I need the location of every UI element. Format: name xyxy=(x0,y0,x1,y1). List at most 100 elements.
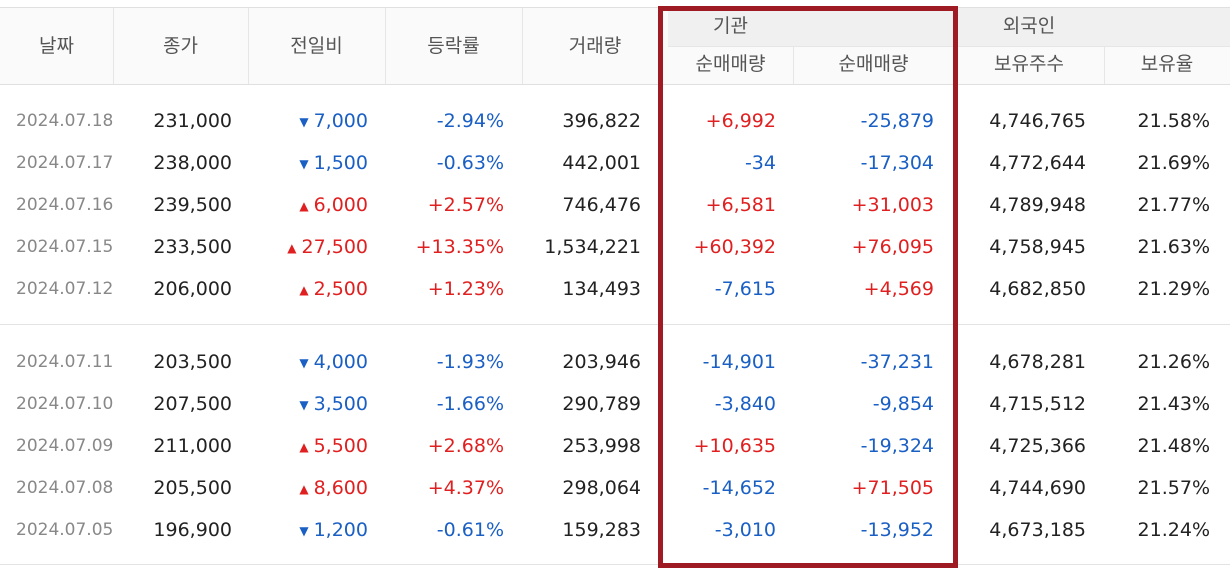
holdings-cell: 4,715,512 xyxy=(989,393,1086,415)
triangle-down-icon: ▼ xyxy=(299,524,309,538)
header-date: 날짜 xyxy=(39,35,74,57)
volume-cell: 1,534,221 xyxy=(544,236,641,258)
close-cell: 231,000 xyxy=(153,110,232,132)
foreign-net-cell: -13,952 xyxy=(860,519,934,541)
table-bottom-rule xyxy=(0,564,1230,565)
change-value: 2,500 xyxy=(313,278,368,300)
close-cell: 203,500 xyxy=(153,351,232,373)
table-row: 2024.07.12 206,000 ▲ 2,500 +1.23% 134,493 -7,6… xyxy=(0,268,1230,310)
group-separator xyxy=(0,324,1230,325)
date-cell: 2024.07.17 xyxy=(16,153,114,173)
volume-cell: 290,789 xyxy=(562,393,641,415)
close-cell: 205,500 xyxy=(153,477,232,499)
triangle-up-icon: ▲ xyxy=(287,241,297,255)
volume-cell: 298,064 xyxy=(562,477,641,499)
change-value: 6,000 xyxy=(313,194,368,216)
change-value: 3,500 xyxy=(313,393,368,415)
institution-net-cell: -34 xyxy=(744,152,776,174)
header-holdings: 보유주수 xyxy=(994,53,1064,75)
holdings-cell: 4,725,366 xyxy=(989,435,1086,457)
header-bottom-rule xyxy=(0,84,1230,85)
close-cell: 239,500 xyxy=(153,194,232,216)
date-cell: 2024.07.16 xyxy=(16,195,114,215)
change-cell: ▲ 8,600 xyxy=(248,467,368,509)
institution-net-cell: +6,992 xyxy=(705,110,776,132)
institution-net-cell: -3,010 xyxy=(714,519,776,541)
volume-cell: 134,493 xyxy=(562,278,641,300)
date-cell: 2024.07.09 xyxy=(16,436,114,456)
change-cell: ▲ 5,500 xyxy=(248,425,368,467)
header-group-rule xyxy=(668,46,1230,47)
change-value: 1,200 xyxy=(313,519,368,541)
table-row: 2024.07.09 211,000 ▲ 5,500 +2.68% 253,998 +10,… xyxy=(0,425,1230,467)
header-ratio: 보유율 xyxy=(1140,53,1194,75)
change-value: 5,500 xyxy=(313,435,368,457)
table-row: 2024.07.11 203,500 ▼ 4,000 -1.93% 203,946 -14,… xyxy=(0,341,1230,383)
change-cell: ▼ 1,200 xyxy=(248,509,368,551)
header-divider xyxy=(522,8,523,84)
holdings-cell: 4,746,765 xyxy=(989,110,1086,132)
header-divider xyxy=(248,8,249,84)
rate-cell: +2.68% xyxy=(427,435,504,457)
rate-cell: +1.23% xyxy=(427,278,504,300)
change-value: 8,600 xyxy=(313,477,368,499)
rate-cell: -2.94% xyxy=(436,110,504,132)
ratio-cell: 21.26% xyxy=(1137,351,1210,373)
date-cell: 2024.07.12 xyxy=(16,279,114,299)
ratio-cell: 21.43% xyxy=(1137,393,1210,415)
header-volume: 거래량 xyxy=(568,35,622,57)
ratio-cell: 21.63% xyxy=(1137,236,1210,258)
table-row: 2024.07.16 239,500 ▲ 6,000 +2.57% 746,476 +6,5… xyxy=(0,184,1230,226)
holdings-cell: 4,673,185 xyxy=(989,519,1086,541)
rate-cell: -1.66% xyxy=(436,393,504,415)
volume-cell: 442,001 xyxy=(562,152,641,174)
institution-net-cell: -7,615 xyxy=(714,278,776,300)
change-cell: ▲ 6,000 xyxy=(248,184,368,226)
close-cell: 206,000 xyxy=(153,278,232,300)
holdings-cell: 4,678,281 xyxy=(989,351,1086,373)
foreign-net-cell: -25,879 xyxy=(860,110,934,132)
change-value: 4,000 xyxy=(313,351,368,373)
change-cell: ▼ 7,000 xyxy=(248,100,368,142)
close-cell: 196,900 xyxy=(153,519,232,541)
foreign-net-cell: +4,569 xyxy=(863,278,934,300)
header-divider xyxy=(385,8,386,84)
holdings-cell: 4,772,644 xyxy=(989,152,1086,174)
rate-cell: +2.57% xyxy=(427,194,504,216)
ratio-cell: 21.77% xyxy=(1137,194,1210,216)
triangle-down-icon: ▼ xyxy=(299,157,309,171)
institution-net-cell: -14,652 xyxy=(702,477,776,499)
ratio-cell: 21.24% xyxy=(1137,519,1210,541)
ratio-cell: 21.48% xyxy=(1137,435,1210,457)
rate-cell: -0.63% xyxy=(436,152,504,174)
holdings-cell: 4,789,948 xyxy=(989,194,1086,216)
header-institution-net: 순매매량 xyxy=(695,53,766,75)
date-cell: 2024.07.18 xyxy=(16,111,114,131)
rate-cell: +13.35% xyxy=(415,236,504,258)
change-cell: ▼ 4,000 xyxy=(248,341,368,383)
close-cell: 233,500 xyxy=(153,236,232,258)
change-cell: ▲ 2,500 xyxy=(248,268,368,310)
foreign-net-cell: -9,854 xyxy=(872,393,934,415)
institution-net-cell: +10,635 xyxy=(693,435,776,457)
institution-net-cell: +6,581 xyxy=(705,194,776,216)
table-row: 2024.07.17 238,000 ▼ 1,500 -0.63% 442,001 -34 -… xyxy=(0,142,1230,184)
header-change: 전일비 xyxy=(290,35,343,57)
date-cell: 2024.07.15 xyxy=(16,237,114,257)
volume-cell: 159,283 xyxy=(562,519,641,541)
triangle-down-icon: ▼ xyxy=(299,398,309,412)
header-rate: 등락률 xyxy=(427,35,480,57)
ratio-cell: 21.69% xyxy=(1137,152,1210,174)
institution-net-cell: +60,392 xyxy=(693,236,776,258)
header-close: 종가 xyxy=(163,35,198,57)
header-foreign: 외국인 xyxy=(1002,15,1056,37)
triangle-up-icon: ▲ xyxy=(299,440,309,454)
close-cell: 238,000 xyxy=(153,152,232,174)
volume-cell: 253,998 xyxy=(562,435,641,457)
change-value: 7,000 xyxy=(313,110,368,132)
foreign-net-cell: +71,505 xyxy=(851,477,934,499)
triangle-up-icon: ▲ xyxy=(299,283,309,297)
holdings-cell: 4,682,850 xyxy=(989,278,1086,300)
header-divider xyxy=(1104,46,1105,84)
